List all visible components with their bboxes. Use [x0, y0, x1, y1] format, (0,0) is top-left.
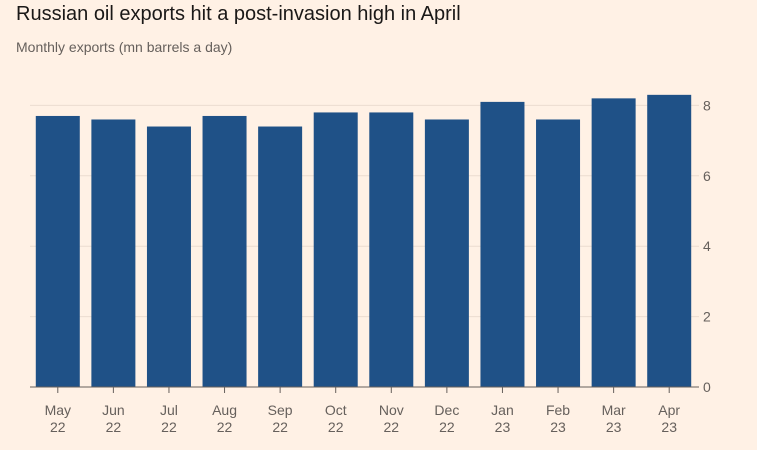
x-tick-label-aug-22: Aug 22	[212, 402, 237, 435]
x-tick-label-oct-22: Oct 22	[325, 402, 347, 435]
x-tick-label-jun-22: Jun 22	[102, 402, 125, 435]
bar-apr-23	[647, 94, 692, 387]
bar-jun-22	[91, 119, 136, 387]
x-tick-label-jul-22: Jul 22	[160, 402, 178, 435]
x-tick-label-sep-22: Sep 22	[268, 402, 293, 435]
bar-may-22	[35, 115, 80, 388]
bar-nov-22	[369, 112, 414, 387]
x-tick-label-mar-23: Mar 23	[602, 402, 626, 435]
y-tick-label-0: 0	[703, 379, 711, 395]
x-tick-label-apr-23: Apr 23	[658, 402, 680, 435]
x-tick-label-dec-22: Dec 22	[434, 402, 459, 435]
bar-feb-23	[536, 119, 581, 387]
y-tick-label-4: 4	[703, 238, 711, 254]
y-tick-label-6: 6	[703, 168, 711, 184]
bar-dec-22	[424, 119, 469, 387]
axis-layer: 0 2 4 6 8 May 22 Jun 22 Jul 22 Aug 22 Sep 22 Oct 22 Nov 22…	[30, 97, 711, 435]
grid-layer	[30, 104, 699, 318]
bar-mar-23	[591, 98, 636, 388]
bar-oct-22	[313, 112, 358, 387]
bar-layer	[35, 94, 692, 388]
bar-jan-23	[480, 101, 525, 387]
x-tick-label-jan-23: Jan 23	[491, 402, 514, 435]
y-tick-label-8: 8	[703, 97, 711, 113]
bar-jul-22	[146, 126, 191, 388]
chart-subtitle: Monthly exports (mn barrels a day)	[16, 39, 233, 55]
bar-sep-22	[258, 126, 303, 388]
x-tick-label-may-22: May 22	[45, 402, 71, 435]
bar-aug-22	[202, 115, 247, 388]
x-tick-label-feb-23: Feb 23	[546, 402, 570, 435]
x-tick-label-nov-22: Nov 22	[379, 402, 404, 435]
chart-title: Russian oil exports hit a post-invasion …	[16, 3, 461, 25]
y-tick-label-2: 2	[703, 309, 711, 325]
